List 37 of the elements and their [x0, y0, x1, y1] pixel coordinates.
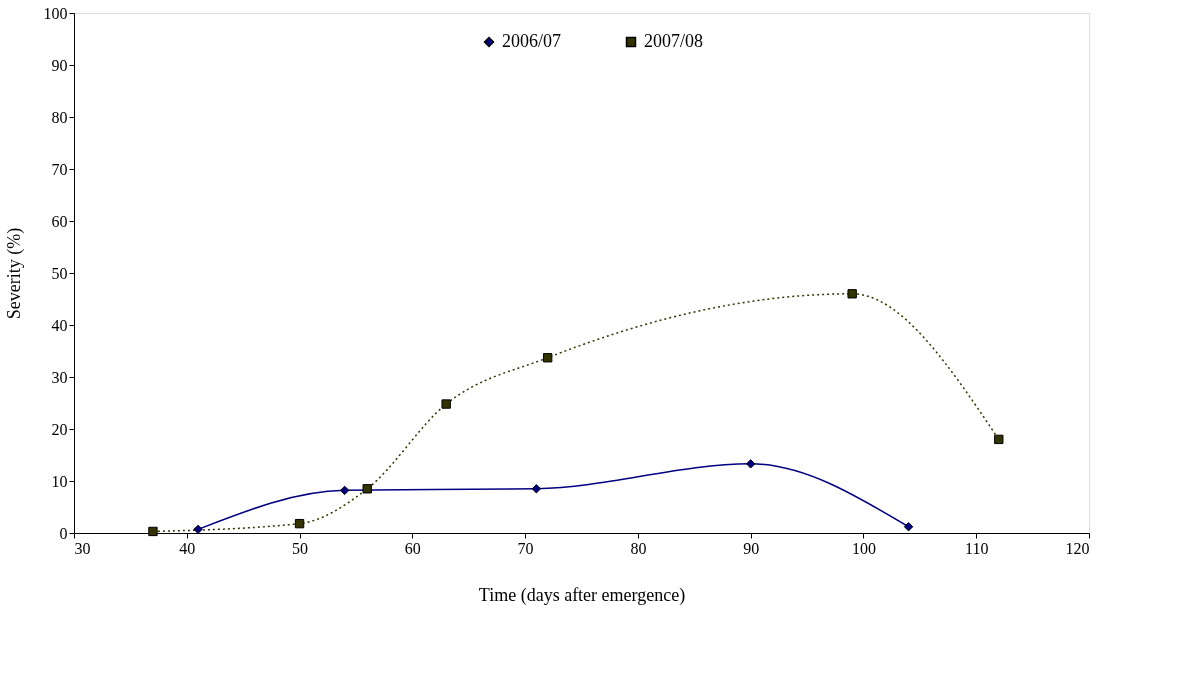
point: [994, 434, 1004, 445]
x-tick-label: 80: [630, 539, 647, 557]
legend-label: 2006/07: [502, 31, 562, 51]
y-tick-label: 0: [59, 524, 68, 542]
point: [531, 484, 542, 494]
y-tick-label: 80: [51, 108, 68, 126]
point: [362, 484, 372, 494]
x-tick-label: 110: [965, 539, 989, 557]
y-tick-label: 70: [51, 160, 68, 178]
x-axis-title: Time (days after emergence): [478, 584, 686, 606]
y-tick-label: 30: [51, 368, 68, 386]
point: [903, 522, 914, 532]
x-tick-label: 120: [1065, 539, 1090, 557]
point: [339, 485, 350, 496]
x-tick-label: 70: [517, 539, 534, 557]
y-axis-title: Severity (%): [3, 227, 25, 320]
x-tick-label: 100: [851, 539, 876, 557]
x-tick-label: 60: [404, 539, 421, 557]
x-tick-label: 30: [74, 539, 91, 557]
point: [148, 526, 158, 537]
point: [847, 289, 857, 299]
point: [193, 524, 203, 535]
y-tick-label: 60: [51, 212, 68, 230]
legend-label: 2007/08: [644, 31, 704, 51]
y-tick-label: 40: [51, 316, 68, 334]
y-tick-label: 20: [51, 420, 68, 438]
y-tick-label: 50: [51, 264, 68, 282]
point: [441, 399, 451, 409]
point: [294, 518, 305, 529]
x-tick-label: 90: [743, 539, 760, 557]
y-tick-label: 90: [51, 56, 68, 74]
point: [542, 353, 553, 363]
x-tick-label: 50: [292, 539, 309, 557]
point: [745, 459, 756, 469]
x-tick-label: 40: [179, 539, 196, 557]
y-tick-label: 10: [51, 472, 68, 490]
y-tick-label: 100: [43, 4, 68, 22]
